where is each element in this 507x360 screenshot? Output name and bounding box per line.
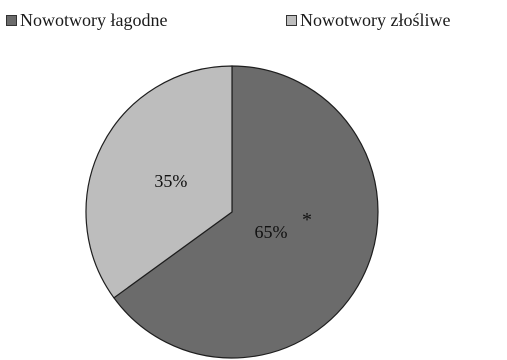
chart-legend: Nowotwory łagodne Nowotwory złośliwe (6, 8, 506, 32)
legend-item-benign: Nowotwory łagodne (6, 8, 167, 32)
legend-item-malignant: Nowotwory złośliwe (286, 8, 450, 32)
data-label-benign: 65% (255, 222, 288, 242)
data-label-malignant: 35% (154, 171, 187, 191)
pie-slice-malignant (85, 65, 233, 299)
legend-swatch-benign (6, 14, 17, 26)
pie-slice-benign (113, 65, 379, 359)
legend-swatch-malignant (286, 14, 297, 26)
significance-asterisk: * (302, 209, 312, 231)
legend-label-benign: Nowotwory łagodne (20, 10, 168, 30)
legend-label-malignant: Nowotwory złośliwe (300, 10, 451, 30)
